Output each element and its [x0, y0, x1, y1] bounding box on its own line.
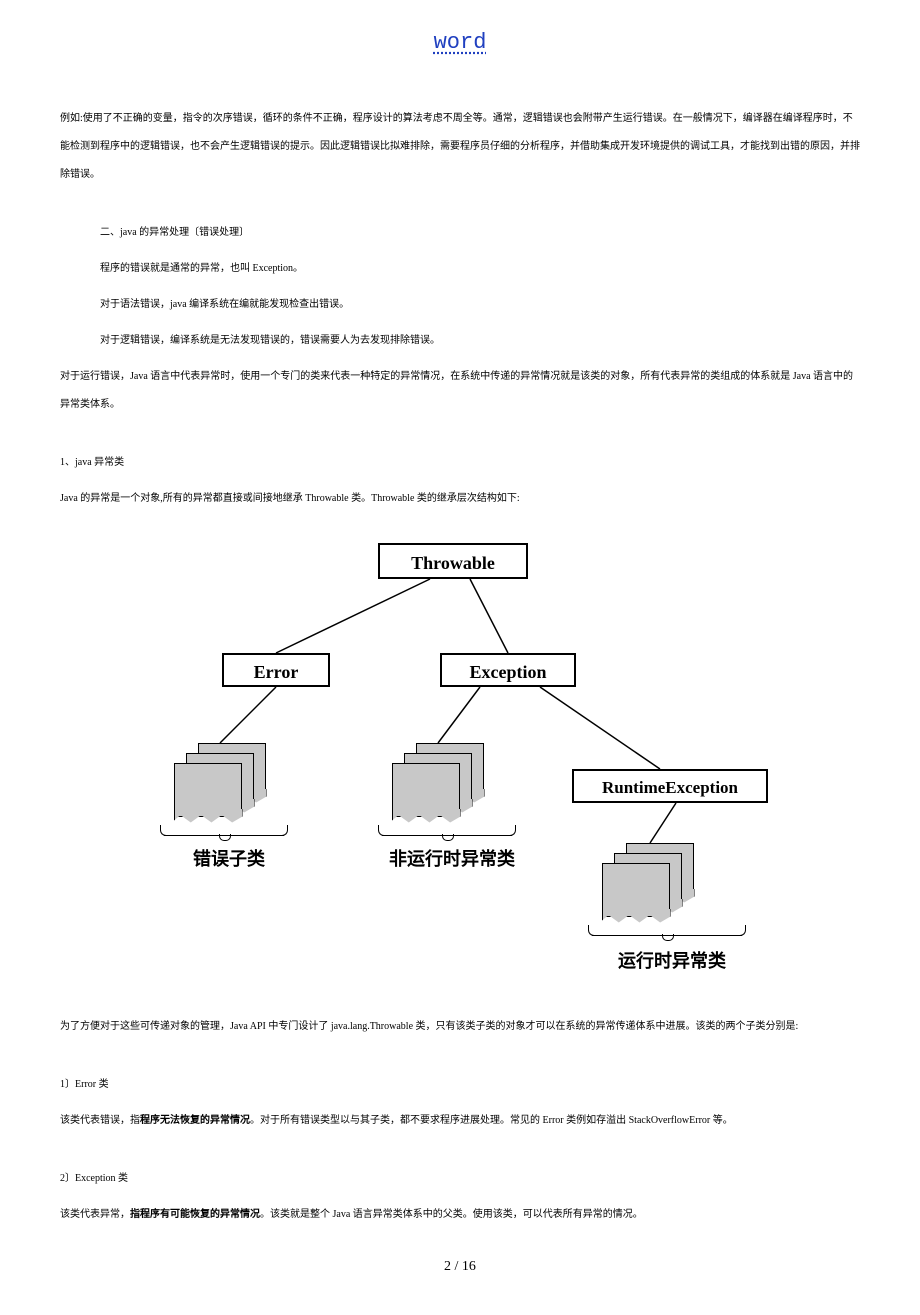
stack-error-subclasses [174, 743, 264, 813]
para-4: 对于逻辑错误，编译系统是无法发现错误的，错误需要人为去发现排除错误。 [60, 327, 860, 355]
throwable-hierarchy-diagram: Throwable Error Exception RuntimeExcepti… [140, 543, 780, 983]
section-2-title: 二、java 的异常处理〔错误处理〕 [60, 219, 860, 247]
label-runtime-exceptions: 运行时异常类 [582, 947, 762, 973]
stack-runtime-exceptions [602, 843, 692, 913]
para-8b-bold: 程序无法恢复的异常情况 [140, 1115, 250, 1126]
para-3: 对于语法错误，java 编译系统在编就能发现检查出错误。 [60, 291, 860, 319]
para-6: Java 的异常是一个对象,所有的异常都直接或间接地继承 Throwable 类… [60, 485, 860, 513]
node-exception: Exception [440, 653, 576, 687]
page-footer: 2 / 16 [60, 1259, 860, 1275]
page-title: word [60, 30, 860, 55]
node-throwable: Throwable [378, 543, 528, 579]
label-checked-exceptions: 非运行时异常类 [372, 845, 532, 871]
label-error-subclasses: 错误子类 [154, 845, 304, 871]
para-8: 该类代表错误，指程序无法恢复的异常情况。对于所有错误类型以与其子类，都不要求程序… [60, 1107, 860, 1135]
heading-exception: 2〕Exception 类 [60, 1165, 860, 1193]
brace-runtime [592, 925, 742, 936]
node-runtime-exception: RuntimeException [572, 769, 768, 803]
stack-checked-exceptions [392, 743, 482, 813]
heading-error: 1〕Error 类 [60, 1071, 860, 1099]
para-8c: 。对于所有错误类型以与其子类，都不要求程序进展处理。常见的 Error 类例如存… [250, 1115, 733, 1126]
node-error: Error [222, 653, 330, 687]
heading-1: 1、java 异常类 [60, 449, 860, 477]
para-9c: 。该类就是整个 Java 语言异常类体系中的父类。使用该类，可以代表所有异常的情… [260, 1209, 643, 1220]
brace-error [164, 825, 284, 836]
para-9b-bold: 指程序有可能恢复的异常情况 [130, 1209, 260, 1220]
para-9a: 该类代表异常， [60, 1209, 130, 1220]
para-9: 该类代表异常，指程序有可能恢复的异常情况。该类就是整个 Java 语言异常类体系… [60, 1201, 860, 1229]
brace-checked [382, 825, 512, 836]
page: word 例如:使用了不正确的变量，指令的次序错误，循环的条件不正确，程序设计的… [0, 0, 920, 1315]
para-intro: 例如:使用了不正确的变量，指令的次序错误，循环的条件不正确，程序设计的算法考虑不… [60, 105, 860, 189]
para-5: 对于运行错误，Java 语言中代表异常时，使用一个专门的类来代表一种特定的异常情… [60, 363, 860, 419]
para-2: 程序的错误就是通常的异常，也叫 Exception。 [60, 255, 860, 283]
para-8a: 该类代表错误，指 [60, 1115, 140, 1126]
para-7: 为了方便对于这些可传递对象的管理，Java API 中专门设计了 java.la… [60, 1013, 860, 1041]
